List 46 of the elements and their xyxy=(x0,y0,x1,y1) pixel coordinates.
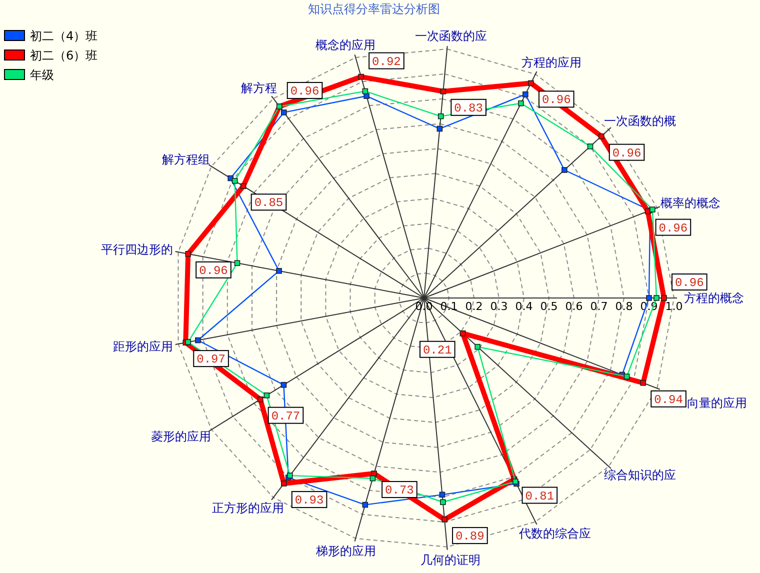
data-label: 0.97 xyxy=(196,352,226,367)
y-tick-label: 0.7 xyxy=(590,300,608,313)
spoke-label: 向量的应用 xyxy=(686,396,747,410)
spoke-label: 方程的概念 xyxy=(684,291,744,305)
data-label: 0.21 xyxy=(422,343,452,358)
data-label: 0.73 xyxy=(385,484,414,498)
spoke-label: 一次函数的概 xyxy=(604,114,676,128)
spoke-label: 综合知识的应 xyxy=(604,468,676,482)
y-tick-label: 0.4 xyxy=(515,300,533,313)
spoke-label: 菱形的应用 xyxy=(150,429,211,444)
y-tick-label: 0.6 xyxy=(565,300,583,313)
data-label: 0.96 xyxy=(675,276,704,290)
data-label: 0.96 xyxy=(658,221,688,236)
spoke-label: 解方程 xyxy=(240,81,277,96)
spoke-label: 几何的证明 xyxy=(420,552,480,567)
data-label: 0.94 xyxy=(654,392,683,407)
data-label: 0.96 xyxy=(290,84,320,98)
spoke-label: 方程的应用 xyxy=(521,56,582,70)
spoke-label: 梯形的应用 xyxy=(315,544,376,558)
y-tick-label: 1.0 xyxy=(665,300,683,313)
y-tick-label: 0.5 xyxy=(540,300,558,313)
data-label: 0.83 xyxy=(454,101,483,116)
spoke-label: 代数的综合应 xyxy=(518,526,591,540)
legend-label: 初二（6）班 xyxy=(30,48,98,62)
data-label: 0.96 xyxy=(199,264,228,278)
y-tick-label: 0.2 xyxy=(465,300,483,313)
chart-title: 知识点得分率雷达分析图 xyxy=(308,2,440,16)
spoke-label: 平行四边形的 xyxy=(100,242,173,257)
data-label: 0.96 xyxy=(542,93,571,108)
legend-label: 初二（4）班 xyxy=(30,29,98,43)
data-label: 0.77 xyxy=(271,409,300,424)
spoke-label: 概念的应用 xyxy=(316,38,376,52)
y-tick-label: 0.3 xyxy=(490,300,508,313)
data-label: 0.89 xyxy=(456,530,484,544)
y-tick-label: 0.8 xyxy=(615,300,633,313)
spoke-label: 距形的应用 xyxy=(112,339,173,354)
spoke-label: 正方形的应用 xyxy=(212,500,284,515)
data-label: 0.96 xyxy=(612,146,642,160)
data-label: 0.81 xyxy=(525,489,554,504)
data-label: 0.93 xyxy=(294,494,324,508)
spoke-label: 概率的概念 xyxy=(660,196,721,210)
legend-label: 年级 xyxy=(30,68,54,82)
data-label: 0.92 xyxy=(372,54,401,69)
data-label: 0.85 xyxy=(254,196,284,210)
spoke-label: 解方程组 xyxy=(162,152,210,167)
spoke-label: 一次函数的应 xyxy=(414,29,487,44)
